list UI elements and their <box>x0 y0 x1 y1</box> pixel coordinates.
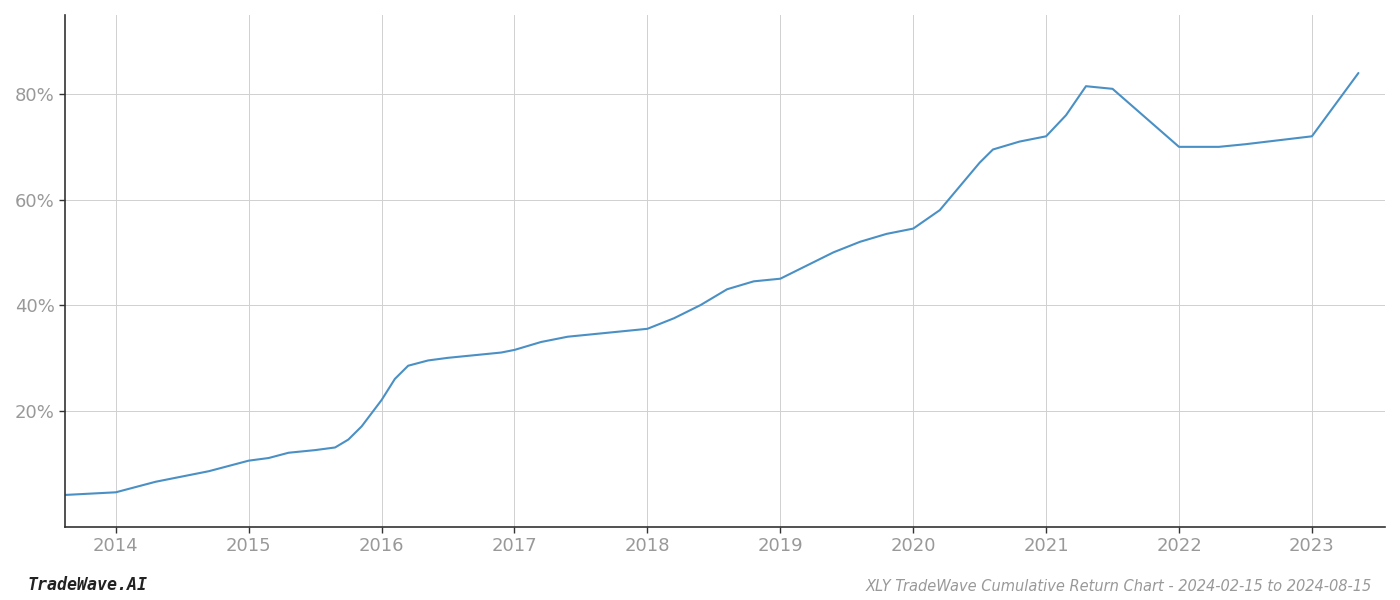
Text: XLY TradeWave Cumulative Return Chart - 2024-02-15 to 2024-08-15: XLY TradeWave Cumulative Return Chart - … <box>865 579 1372 594</box>
Text: TradeWave.AI: TradeWave.AI <box>28 576 148 594</box>
